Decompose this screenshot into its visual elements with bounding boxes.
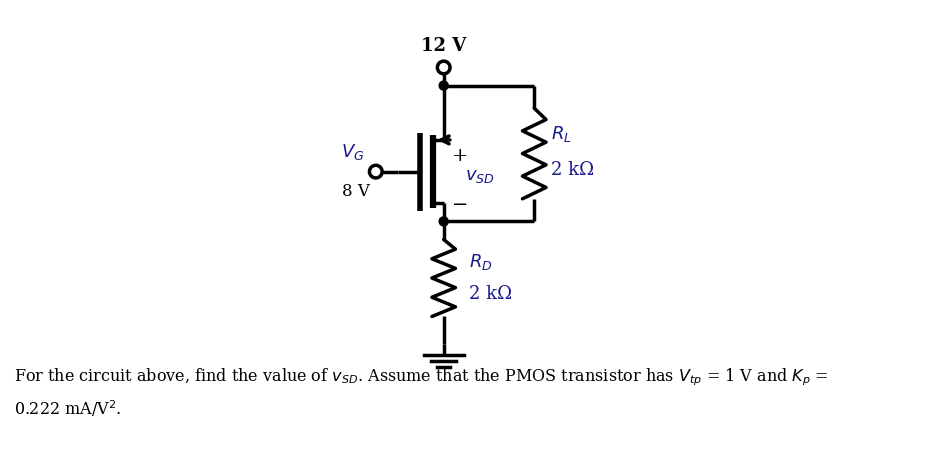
Text: $R_D$: $R_D$: [468, 252, 492, 272]
Circle shape: [439, 217, 447, 226]
Text: $R_L$: $R_L$: [550, 124, 571, 143]
Text: For the circuit above, find the value of $v_{SD}$. Assume that the PMOS transist: For the circuit above, find the value of…: [13, 366, 827, 388]
Text: +: +: [451, 147, 467, 165]
Text: 2 kΩ: 2 kΩ: [468, 285, 511, 303]
Text: $V_G$: $V_G$: [341, 141, 365, 162]
Text: 0.222 mA/V$^2$.: 0.222 mA/V$^2$.: [13, 398, 121, 419]
Text: $v_{SD}$: $v_{SD}$: [464, 167, 494, 185]
Text: −: −: [451, 196, 467, 214]
Circle shape: [439, 81, 447, 90]
Text: 8 V: 8 V: [342, 183, 369, 200]
Text: 12 V: 12 V: [421, 37, 466, 55]
Text: 2 kΩ: 2 kΩ: [550, 161, 593, 179]
